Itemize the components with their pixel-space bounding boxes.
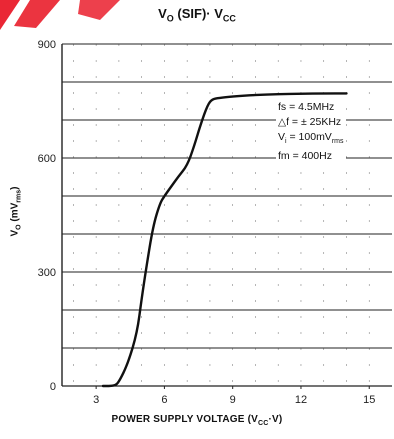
curve-layer <box>101 92 348 388</box>
tick-labels: 0 300 600 900 3 6 9 12 15 <box>38 39 376 406</box>
y-tick-label: 600 <box>38 153 56 165</box>
y-tick-label: 300 <box>38 267 56 279</box>
grid-lines <box>62 44 392 386</box>
annotation-line: fs = 4.5MHz <box>278 101 335 113</box>
x-tick-label: 15 <box>363 394 375 406</box>
chart-title: VO (SIF)· VCC <box>158 6 236 24</box>
axis-frame <box>61 43 392 387</box>
x-tick-label: 3 <box>93 394 99 406</box>
annotation-line: fm = 400Hz <box>278 150 332 163</box>
vo-curve <box>101 92 348 388</box>
y-tick-label: 900 <box>38 39 56 51</box>
x-tick-label: 12 <box>295 394 307 406</box>
annotation-line: △f = ± 25KHz <box>278 116 342 128</box>
x-tick-label: 6 <box>161 394 167 406</box>
annotation-line: Vi = 100mVrms <box>278 131 344 146</box>
test-conditions-box: fs = 4.5MHz △f = ± 25KHz Vi = 100mVrms f… <box>276 100 346 165</box>
y-tick-label: 0 <box>50 381 56 393</box>
x-tick-label: 9 <box>230 394 236 406</box>
x-axis-label: POWER SUPPLY VOLTAGE (VCC·V) <box>111 414 283 427</box>
